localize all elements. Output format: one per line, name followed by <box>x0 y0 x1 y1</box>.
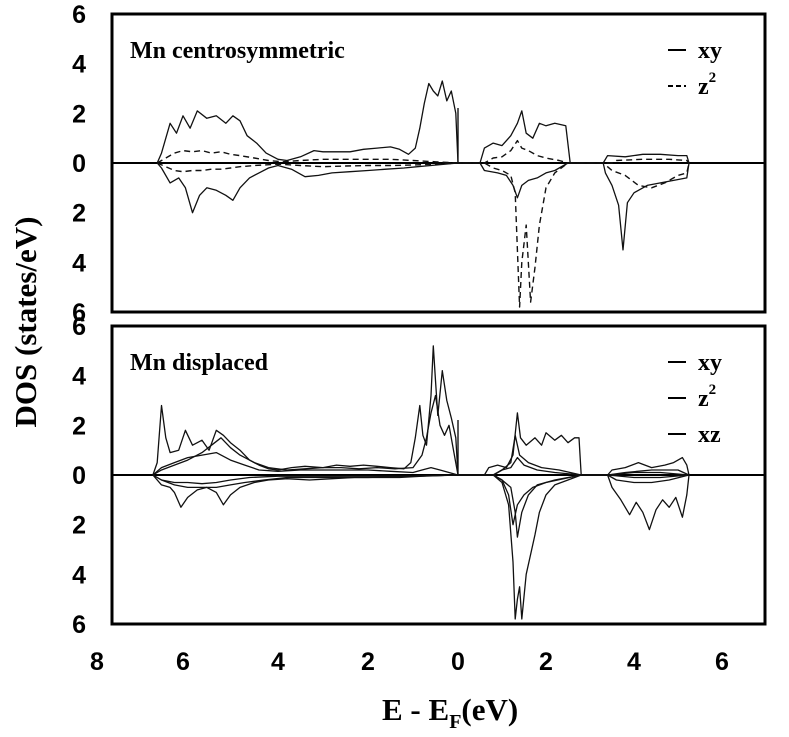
y-tick-label-panel0: 6 <box>72 299 86 327</box>
y-tick-label-panel1: 2 <box>72 512 86 540</box>
series-xy-spin-down-panel0 <box>156 162 690 251</box>
y-tick-label-panel0: 6 <box>72 1 86 29</box>
legend-label-xz-panel1: xz <box>698 422 721 448</box>
y-tick-label-panel1: 6 <box>72 611 86 639</box>
panel-top-title: Mn centrosymmetric <box>130 38 345 64</box>
series-xy-spin-down-panel1 <box>152 474 690 620</box>
y-tick-label-panel0: 0 <box>72 150 86 178</box>
series-z2-spin-up-panel1 <box>152 451 690 476</box>
series-xy-spin-up-panel0 <box>156 80 690 164</box>
x-tick-label: 0 <box>451 648 465 676</box>
y-tick-label-panel0: 4 <box>72 249 86 277</box>
y-tick-label-panel1: 2 <box>72 412 86 440</box>
x-axis-label-main: E - E <box>382 692 449 727</box>
data-layer <box>112 80 765 620</box>
series-xy-spin-up-panel1 <box>152 345 690 476</box>
x-tick-label: 8 <box>90 648 104 676</box>
y-tick-label-panel1: 4 <box>72 363 86 391</box>
x-tick-label: 6 <box>176 648 190 676</box>
x-tick-label: 2 <box>539 648 553 676</box>
y-tick-label-panel1: 6 <box>72 313 86 341</box>
x-axis-label-unit: (eV) <box>461 692 518 727</box>
y-tick-label-panel0: 4 <box>72 51 86 79</box>
legend-label-xy-panel1: xy <box>698 350 722 376</box>
x-axis-label: E - EF(eV) <box>382 692 518 733</box>
legend-superscript: 2 <box>709 382 717 398</box>
x-tick-label: 4 <box>271 648 285 676</box>
x-axis-label-subscript: F <box>449 711 461 733</box>
series-xz-spin-down-panel1 <box>152 474 690 526</box>
series-z2-spin-down-panel0 <box>156 162 690 308</box>
y-tick-label-panel0: 2 <box>72 100 86 128</box>
y-tick-label-panel1: 4 <box>72 561 86 589</box>
series-z2-spin-up-panel0 <box>156 139 690 164</box>
legend-superscript: 2 <box>709 70 717 86</box>
x-tick-label: 4 <box>627 648 641 676</box>
panel-bottom-title: Mn displaced <box>130 350 269 376</box>
x-tick-label: 6 <box>715 648 729 676</box>
y-axis-label: DOS (states/eV) <box>8 217 43 428</box>
y-tick-label-panel1: 0 <box>72 462 86 490</box>
series-xz-spin-up-panel1 <box>152 394 690 476</box>
y-tick-label-panel0: 2 <box>72 200 86 228</box>
legend-label-xy-panel0: xy <box>698 38 722 64</box>
x-tick-label: 2 <box>361 648 375 676</box>
